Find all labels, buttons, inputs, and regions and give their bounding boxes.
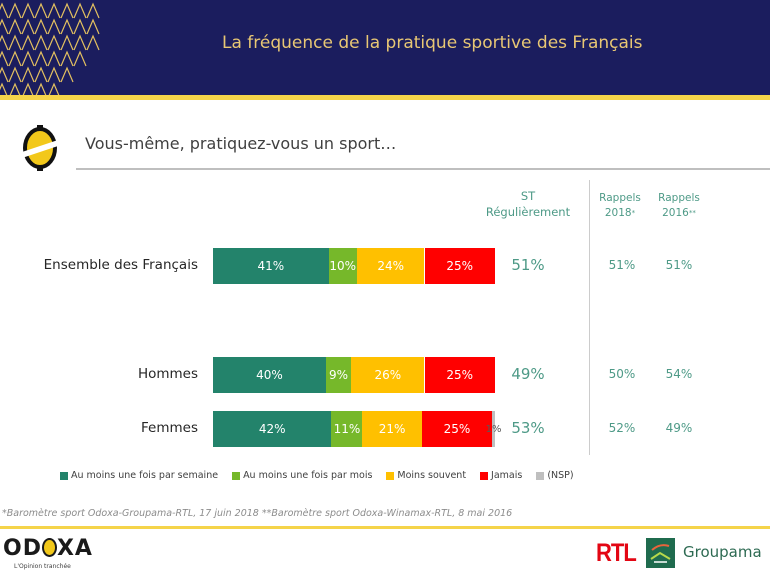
st-regulierement-value: 51% [511, 256, 545, 274]
st-regulierement-value: 53% [511, 419, 545, 437]
header-banner: La fréquence de la pratique sportive des… [0, 0, 770, 95]
footnote: *Baromètre sport Odoxa-Groupama-RTL, 17 … [2, 508, 513, 519]
bar-value-label: 1% [485, 423, 502, 435]
bar-segment: 25% [424, 248, 495, 284]
column-divider [589, 180, 590, 455]
chevron-pattern-icon [0, 2, 100, 95]
legend-item: (NSP) [536, 470, 574, 481]
header-stripe [0, 95, 770, 100]
rappel-2016-value: 54% [665, 367, 693, 381]
bar-segment: 42% [213, 411, 332, 447]
col-head-2018-year: 2018 [604, 207, 632, 219]
bar-value-label: 41% [257, 259, 285, 273]
rappel-2016-value: 51% [665, 258, 693, 272]
bar-segment: 1% [486, 411, 502, 447]
bar-value-label: 24% [377, 259, 404, 273]
col-head-2016-mark: ** [688, 209, 696, 217]
bar-segment: 25% [421, 411, 493, 447]
legend-label: (NSP) [547, 470, 574, 481]
category-label: Ensemble des Français [43, 257, 198, 273]
bar-segment: 26% [351, 357, 425, 393]
bar-value-label: 42% [258, 422, 286, 436]
bar-value-label: 25% [446, 259, 474, 273]
groupama-logo-text: Groupama [683, 543, 762, 561]
survey-question: Vous-même, pratiquez-vous un sport… [85, 134, 397, 153]
rtl-logo: RTL [596, 538, 637, 567]
bar-segment: 21% [362, 411, 422, 447]
bar-segment: 41% [213, 248, 329, 284]
col-head-2016-year: 2016 [662, 207, 689, 219]
col-head-st-line2: Régulièrement [485, 205, 571, 219]
legend-item: Jamais [480, 470, 522, 481]
bar-segment: 11% [331, 411, 363, 447]
footer-stripe [0, 526, 770, 529]
st-regulierement-value: 49% [511, 365, 545, 383]
bar-value-label: 10% [329, 259, 357, 273]
groupama-logo-icon [646, 538, 675, 568]
bar-value-label: 21% [378, 422, 406, 436]
rappel-2018-value: 51% [608, 258, 636, 272]
col-head-st-line1: ST [520, 189, 536, 203]
legend-swatch [386, 471, 395, 480]
bar-value-label: 25% [443, 422, 471, 436]
odoxa-emblem-icon [22, 125, 58, 171]
col-head-2016-line1: Rappels [658, 192, 700, 204]
legend-swatch [232, 471, 241, 480]
legend-item: Au moins une fois par mois [232, 470, 372, 481]
legend-label: Au moins une fois par mois [243, 470, 373, 481]
rappel-2016-value: 49% [665, 421, 693, 435]
legend-item: Moins souvent [386, 470, 466, 481]
odoxa-logo-text-left: OD [3, 536, 42, 561]
rappel-2018-value: 52% [608, 421, 636, 435]
legend-swatch [536, 471, 545, 480]
bar-segment: 25% [424, 357, 495, 393]
col-head-2018-mark: * [631, 209, 636, 217]
legend-swatch [60, 471, 68, 480]
col-head-rappels-2016: Rappels 2016** [654, 191, 704, 221]
bar-value-label: 40% [256, 368, 283, 382]
bar-value-label: 9% [328, 368, 348, 382]
bar-segment: 10% [328, 248, 357, 284]
col-head-rappels-2018: Rappels 2018* [595, 191, 645, 221]
bar-value-label: 25% [446, 368, 474, 382]
col-head-2018-line1: Rappels [599, 192, 641, 204]
legend-label: Moins souvent [397, 470, 467, 481]
page-title: La fréquence de la pratique sportive des… [222, 33, 643, 53]
category-label: Hommes [137, 366, 198, 382]
odoxa-tagline: L'Opinion tranchée [14, 563, 71, 570]
bar-segment: 24% [356, 248, 425, 284]
rappel-2018-value: 50% [608, 367, 636, 381]
bar-value-label: 26% [374, 368, 402, 382]
chart-legend: Au moins une fois par semaine Au moins un… [60, 470, 574, 481]
legend-item: Au moins une fois par semaine [60, 470, 218, 481]
odoxa-o-icon [41, 538, 57, 557]
odoxa-logo: OD XA [3, 536, 93, 561]
legend-label: Jamais [491, 470, 523, 481]
odoxa-logo-text-right: XA [56, 536, 93, 561]
bar-value-label: 11% [333, 422, 361, 436]
legend-label: Au moins une fois par semaine [71, 470, 219, 481]
bar-segment: 40% [213, 357, 326, 393]
category-label: Femmes [141, 420, 198, 436]
col-head-st: ST Régulièrement [478, 188, 578, 220]
legend-swatch [480, 471, 489, 480]
question-underline [76, 168, 770, 170]
bar-segment: 9% [325, 357, 352, 393]
